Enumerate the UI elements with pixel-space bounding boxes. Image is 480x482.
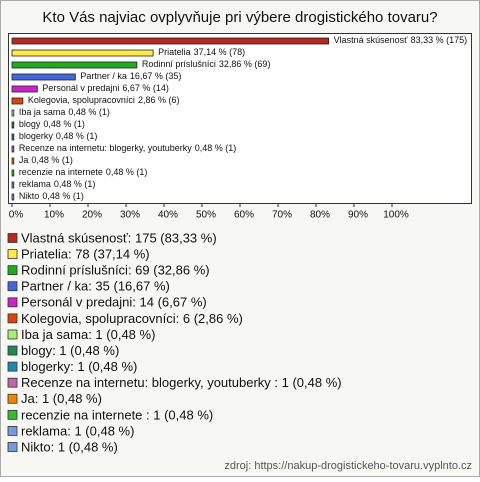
bar-label: blogy 0,48 % (1) <box>19 119 85 129</box>
bar-label: Iba ja sama 0,48 % (1) <box>19 107 110 117</box>
bar-value-label: 0,48 % (1) <box>68 107 110 117</box>
legend-swatch <box>7 345 18 356</box>
bar-value-label: 0,48 % (1) <box>195 143 237 153</box>
bar-label: Recenze na internetu: blogerky, youtuber… <box>19 143 236 153</box>
bar-category: Vlastná skúsenosť <box>334 35 409 45</box>
legend-swatch <box>7 297 18 308</box>
bar-label: recenzie na internete 0,48 % (1) <box>19 167 148 177</box>
bar-label: Nikto 0,48 % (1) <box>19 191 84 201</box>
bar <box>11 181 15 189</box>
legend-swatch <box>7 409 18 420</box>
bar-value-label: 0,48 % (1) <box>54 179 96 189</box>
bar-value-label: 16,67 % (35) <box>130 71 182 81</box>
legend-swatch <box>7 377 18 388</box>
bar-value-label: 2,86 % (6) <box>138 95 180 105</box>
x-tick-label: 40% <box>158 210 178 221</box>
bar <box>11 85 38 93</box>
bar <box>11 169 15 177</box>
bar-category: reklama <box>19 179 51 189</box>
x-tick-label: 100% <box>383 210 409 221</box>
bar-category: Ja <box>19 155 29 165</box>
x-tick-label: 90% <box>348 210 368 221</box>
x-tick-label: 80% <box>310 210 330 221</box>
bar <box>11 109 15 117</box>
bar-value-label: 0,48 % (1) <box>106 167 148 177</box>
bar-category: recenzie na internete <box>19 167 103 177</box>
bar <box>11 37 330 45</box>
bar-label: Vlastná skúsenosť 83,33 % (175) <box>334 35 467 45</box>
x-tick-label: 50% <box>196 210 216 221</box>
bar-value-label: 0,48 % (1) <box>42 191 84 201</box>
x-tick-label: 70% <box>272 210 292 221</box>
bar-value-label: 0,48 % (1) <box>31 155 73 165</box>
bar-label: blogerky 0,48 % (1) <box>19 131 98 141</box>
legend-label: blogerky: 1 (0,48 %) <box>21 359 137 374</box>
bar-label: reklama 0,48 % (1) <box>19 179 96 189</box>
legend-label: Partner / ka: 35 (16,67 %) <box>21 279 170 294</box>
x-tick-label: 60% <box>234 210 254 221</box>
bar-label: Partner / ka 16,67 % (35) <box>80 71 181 81</box>
legend-label: Personál v predajni: 14 (6,67 %) <box>21 295 207 310</box>
legend-swatch <box>7 313 18 324</box>
bar-label: Rodinní príslušníci 32,86 % (69) <box>142 59 271 69</box>
bar-label: Personál v predajni 6,67 % (14) <box>42 83 169 93</box>
bar <box>11 97 24 105</box>
legend-label: blogy: 1 (0,48 %) <box>21 343 119 358</box>
bar-value-label: 32,86 % (69) <box>219 59 271 69</box>
legend-swatch <box>7 233 18 243</box>
x-tick-label: 10% <box>44 210 64 221</box>
bar-category: blogerky <box>19 131 54 141</box>
legend-swatch <box>7 393 18 404</box>
legend-label: Priatelia: 78 (37,14 %) <box>21 247 150 262</box>
legend-label: Iba ja sama: 1 (0,48 %) <box>21 327 155 342</box>
bar <box>11 133 15 141</box>
bar-value-label: 0,48 % (1) <box>56 131 98 141</box>
x-tick-label: 20% <box>82 210 102 221</box>
bar-category: Partner / ka <box>80 71 127 81</box>
bar <box>11 121 15 129</box>
bar-value-label: 83,33 % (175) <box>411 35 468 45</box>
bar-value-label: 37,14 % (78) <box>194 47 246 57</box>
legend-label: Nikto: 1 (0,48 %) <box>21 439 118 454</box>
bar-category: Personál v predajni <box>42 83 119 93</box>
legend-swatch <box>7 265 18 276</box>
source: zdroj: https://nakup-drogistickeho-tovar… <box>224 460 472 472</box>
bar-value-label: 0,48 % (1) <box>43 119 85 129</box>
legend-label: Ja: 1 (0,48 %) <box>21 391 102 406</box>
bar <box>11 61 138 69</box>
legend-swatch <box>7 329 18 340</box>
bar <box>11 145 15 153</box>
bar-category: Rodinní príslušníci <box>142 59 216 69</box>
bar-category: Kolegovia, spolupracovníci <box>28 95 135 105</box>
legend-swatch <box>7 442 18 452</box>
bar-category: blogy <box>19 119 41 129</box>
legend-label: recenzie na internete : 1 (0,48 %) <box>21 407 213 422</box>
x-tick-label: 30% <box>120 210 140 221</box>
bar-category: Iba ja sama <box>19 107 66 117</box>
legend-swatch <box>7 426 18 436</box>
bar-label: Priatelia 37,14 % (78) <box>158 47 245 57</box>
bar-value-label: 6,67 % (14) <box>122 83 169 93</box>
bar-label: Kolegovia, spolupracovníci 2,86 % (6) <box>28 95 180 105</box>
bar-label: Ja 0,48 % (1) <box>19 155 73 165</box>
bar <box>11 49 154 57</box>
bar <box>11 73 76 81</box>
legend-swatch <box>7 281 18 292</box>
legend-label: Rodinní príslušníci: 69 (32,86 %) <box>21 263 210 278</box>
bar-category: Nikto <box>19 191 40 201</box>
x-tick-label: 0% <box>9 210 24 221</box>
legend-label: Kolegovia, spolupracovníci: 6 (2,86 %) <box>21 311 243 326</box>
legend-swatch <box>7 249 18 259</box>
legend-label: Recenze na internetu: blogerky, youtuber… <box>21 375 342 390</box>
legend-label: Vlastná skúsenosť: 175 (83,33 %) <box>21 230 217 245</box>
bar <box>11 193 15 201</box>
legend-swatch <box>7 361 18 372</box>
chart-title: Kto Vás najviac ovplyvňuje pri výbere dr… <box>42 9 437 26</box>
bar-category: Priatelia <box>158 47 191 57</box>
legend-label: reklama: 1 (0,48 %) <box>21 423 134 438</box>
bar <box>11 157 15 165</box>
bar-category: Recenze na internetu: blogerky, youtuber… <box>19 143 192 153</box>
